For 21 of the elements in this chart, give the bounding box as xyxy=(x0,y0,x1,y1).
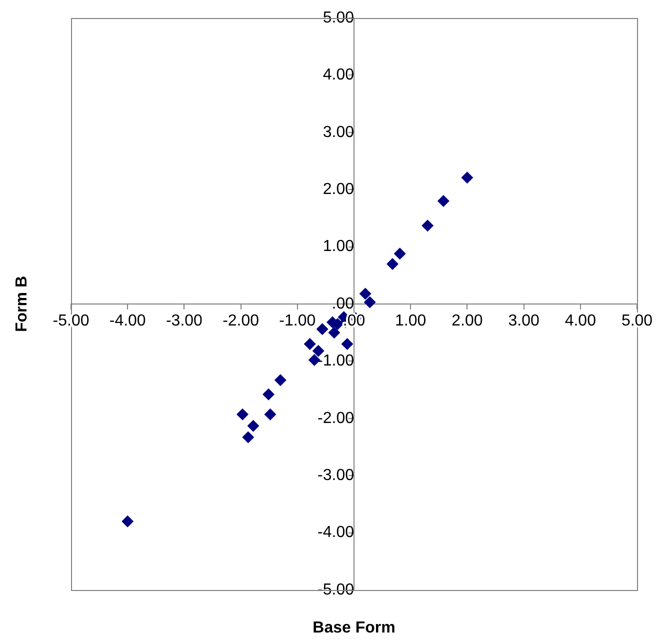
x-tick-label: 5.00 xyxy=(621,312,653,330)
y-tick-label: 1.00 xyxy=(322,238,354,256)
y-tick-label: 4.00 xyxy=(322,66,354,84)
y-tick-label: -2.00 xyxy=(318,410,354,427)
x-tick-label: 3.00 xyxy=(508,312,540,330)
y-tick-label: -3.00 xyxy=(318,467,354,484)
y-tick-label: 2.00 xyxy=(322,181,354,198)
y-tick-label: 3.00 xyxy=(322,124,354,141)
x-tick-label: -2.00 xyxy=(222,312,260,330)
x-tick-label: 1.00 xyxy=(395,312,426,330)
x-tick-label: -4.00 xyxy=(109,312,146,330)
y-axis-title: Form B xyxy=(13,276,30,332)
x-tick-label: 4.00 xyxy=(564,312,596,330)
y-tick-label: -4.00 xyxy=(318,524,354,542)
x-axis-title: Base Form xyxy=(312,619,396,636)
x-tick-label: 2.00 xyxy=(452,312,483,330)
y-tick-label: .00 xyxy=(332,295,354,312)
x-tick-label: -3.00 xyxy=(166,312,203,330)
x-tick-label: -5.00 xyxy=(52,312,90,330)
y-tick-label: -1.00 xyxy=(318,352,354,370)
x-tick-label: -1.00 xyxy=(279,312,316,330)
